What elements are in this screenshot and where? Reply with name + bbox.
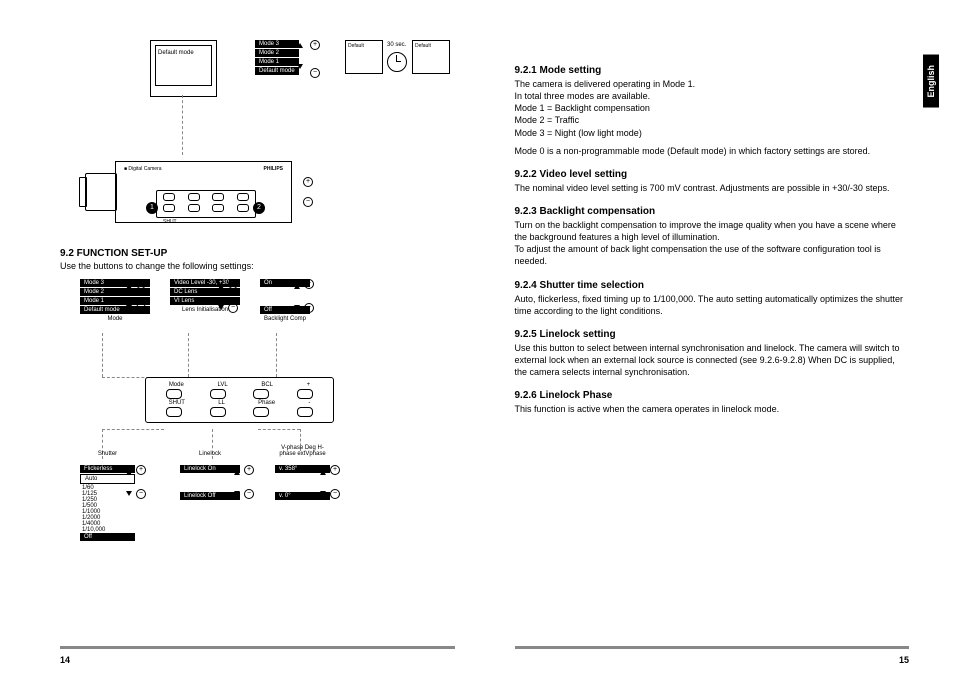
connector-line [182,95,183,155]
mini-monitor-1: Default [345,40,383,74]
heading-9-2-5: 9.2.5 Linelock setting [515,329,910,340]
col-bcl: On Off Backlight Comp [260,279,310,322]
mode-list-top: Mode 3 Mode 2 Mode 1 Default mode [255,40,299,76]
language-tab: English [923,55,939,108]
plusminus-camera: + − [303,177,313,207]
footer-rule-right [515,646,910,649]
mode-chip: Mode 2 [255,49,299,57]
plusminus-top: + − [310,40,320,78]
section-9-2-title: 9.2 FUNCTION SET-UP [60,248,455,259]
monitor-large: Default mode [150,40,217,97]
heading-9-2-3: 9.2.3 Backlight compensation [515,206,910,217]
para-9-2-2: The nominal video level setting is 700 m… [515,182,910,194]
heading-9-2-2: 9.2.2 Video level setting [515,169,910,180]
page-number-right: 15 [899,655,909,665]
mode-chip: Mode 1 [255,58,299,66]
para-9-2-1: The camera is delivered operating in Mod… [515,78,910,139]
top-illustration: Default mode Mode 3 Mode 2 Mode 1 Defaul… [60,40,455,240]
col-linelock: Linelock Linelock On Linelock Off [180,465,240,501]
right-page: English 9.2.1 Mode setting The camera is… [485,0,954,677]
para-9-2-5: Use this button to select between intern… [515,342,910,378]
brand-label: PHILIPS [264,166,283,172]
para-9-2-4: Auto, flickerless, fixed timing up to 1/… [515,293,910,317]
monitor-label: Default mode [156,48,196,58]
mode-chip: Mode 3 [255,40,299,48]
para-9-2-1b: Mode 0 is a non-programmable mode (Defau… [515,145,910,157]
mode-arrows [297,42,303,70]
camera-label: ■ Digital Camera [124,166,162,172]
footer-rule-left [60,646,455,649]
heading-9-2-1: 9.2.1 Mode setting [515,65,910,76]
heading-9-2-4: 9.2.4 Shutter time selection [515,280,910,291]
section-9-2-text: Use the buttons to change the following … [60,261,455,273]
mode-chip: Default mode [255,67,299,75]
para-9-2-6: This function is active when the camera … [515,403,910,415]
left-page: Default mode Mode 3 Mode 2 Mode 1 Defaul… [0,0,485,677]
function-diagram: Mode 3 Mode 2 Mode 1 Default mode Mode +… [80,279,380,569]
heading-9-2-6: 9.2.6 Linelock Phase [515,390,910,401]
clock-icon [387,52,407,72]
timer-label: 30 sec. [387,42,406,48]
control-panel: Mode LVL BCL + SHUT LL Phase - [145,377,334,423]
para-9-2-3: Turn on the backlight compensation to im… [515,219,910,268]
page-number-left: 14 [60,655,70,665]
mini-monitor-2: Default [412,40,450,74]
spread: Default mode Mode 3 Mode 2 Mode 1 Defaul… [0,0,954,677]
